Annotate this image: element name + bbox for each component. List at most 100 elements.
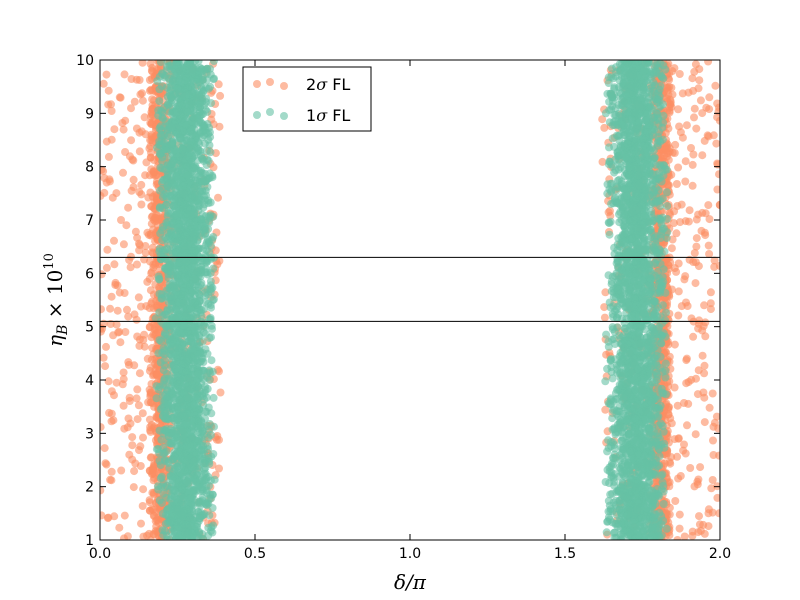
data-point-1sigma — [194, 60, 203, 65]
data-point-1sigma — [164, 458, 173, 467]
data-point-2sigma — [106, 475, 115, 484]
data-point-2sigma — [696, 463, 705, 472]
data-point-1sigma — [194, 417, 203, 426]
data-point-2sigma — [701, 318, 710, 327]
data-point-1sigma — [194, 202, 203, 211]
data-point-1sigma — [179, 520, 188, 529]
data-point-1sigma — [164, 400, 173, 409]
data-point-1sigma — [206, 82, 215, 91]
data-point-1sigma — [193, 113, 202, 122]
data-point-1sigma — [205, 169, 214, 178]
data-point-2sigma — [690, 104, 699, 113]
data-point-1sigma — [205, 376, 214, 384]
data-point-2sigma — [104, 152, 113, 161]
data-point-2sigma — [713, 185, 720, 194]
data-point-2sigma — [674, 105, 683, 114]
data-point-2sigma — [690, 482, 699, 491]
data-point-1sigma — [188, 380, 197, 389]
data-point-1sigma — [183, 355, 192, 364]
data-point-2sigma — [100, 444, 109, 453]
data-point-2sigma — [691, 430, 700, 439]
data-point-2sigma — [698, 351, 707, 360]
data-point-1sigma — [168, 356, 177, 365]
data-point-1sigma — [156, 131, 165, 140]
data-point-1sigma — [186, 82, 195, 91]
data-point-2sigma — [600, 313, 609, 322]
data-point-1sigma — [204, 403, 213, 412]
data-point-2sigma — [681, 157, 690, 166]
data-point-1sigma — [158, 391, 167, 400]
data-point-1sigma — [160, 329, 169, 337]
data-point-1sigma — [185, 285, 194, 294]
data-point-1sigma — [156, 203, 164, 212]
data-point-2sigma — [704, 505, 713, 514]
data-point-1sigma — [167, 472, 176, 481]
data-point-1sigma — [181, 76, 190, 85]
data-point-2sigma — [670, 64, 679, 73]
data-point-1sigma — [172, 172, 180, 181]
data-point-1sigma — [186, 313, 195, 322]
data-point-2sigma — [131, 459, 140, 468]
data-point-1sigma — [167, 93, 176, 102]
data-point-2sigma — [214, 80, 223, 89]
data-point-1sigma — [177, 534, 186, 540]
data-point-2sigma — [715, 509, 720, 518]
data-point-1sigma — [167, 122, 176, 131]
data-point-2sigma — [680, 275, 689, 284]
data-point-2sigma — [696, 526, 705, 535]
data-point-1sigma — [173, 312, 182, 321]
data-point-1sigma — [187, 211, 196, 220]
data-point-1sigma — [202, 238, 211, 247]
data-point-2sigma — [100, 270, 106, 279]
data-point-2sigma — [100, 165, 106, 174]
data-point-1sigma — [158, 193, 167, 202]
data-point-2sigma — [121, 148, 130, 156]
data-point-2sigma — [107, 292, 116, 301]
data-point-2sigma — [139, 336, 148, 344]
data-point-1sigma — [196, 455, 205, 464]
data-point-2sigma — [690, 249, 699, 257]
data-point-1sigma — [158, 509, 167, 518]
data-point-2sigma — [151, 261, 159, 269]
data-point-1sigma — [182, 107, 191, 116]
data-point-1sigma — [159, 319, 167, 328]
data-point-1sigma — [207, 321, 216, 330]
data-point-1sigma — [184, 394, 193, 403]
data-point-2sigma — [152, 515, 161, 524]
data-point-1sigma — [168, 159, 177, 168]
data-point-1sigma — [175, 494, 184, 503]
data-point-2sigma — [695, 65, 704, 74]
data-point-2sigma — [107, 467, 116, 476]
data-point-2sigma — [146, 453, 155, 462]
data-point-1sigma — [159, 449, 168, 458]
data-point-2sigma — [147, 153, 155, 162]
data-point-2sigma — [102, 342, 110, 351]
data-point-1sigma — [182, 121, 191, 130]
data-point-2sigma — [601, 288, 610, 297]
data-point-2sigma — [701, 332, 710, 341]
data-point-2sigma — [711, 81, 720, 90]
data-point-2sigma — [103, 245, 112, 254]
data-point-2sigma — [153, 371, 161, 379]
data-point-2sigma — [662, 94, 671, 103]
data-point-2sigma — [135, 147, 144, 156]
data-point-1sigma — [205, 494, 214, 503]
data-point-2sigma — [700, 361, 709, 370]
data-point-1sigma — [160, 426, 168, 434]
data-point-1sigma — [205, 425, 213, 434]
data-point-2sigma — [665, 403, 673, 412]
data-point-1sigma — [175, 278, 184, 287]
data-point-2sigma — [135, 128, 144, 137]
data-point-2sigma — [209, 163, 218, 172]
data-point-1sigma — [181, 231, 190, 240]
data-point-2sigma — [706, 299, 715, 308]
data-point-2sigma — [714, 424, 720, 433]
data-point-1sigma — [159, 138, 168, 147]
data-point-2sigma — [119, 401, 128, 410]
data-point-1sigma — [206, 277, 215, 286]
data-point-2sigma — [139, 433, 147, 442]
data-point-2sigma — [133, 260, 141, 269]
data-point-2sigma — [713, 159, 720, 168]
data-point-2sigma — [673, 536, 682, 540]
